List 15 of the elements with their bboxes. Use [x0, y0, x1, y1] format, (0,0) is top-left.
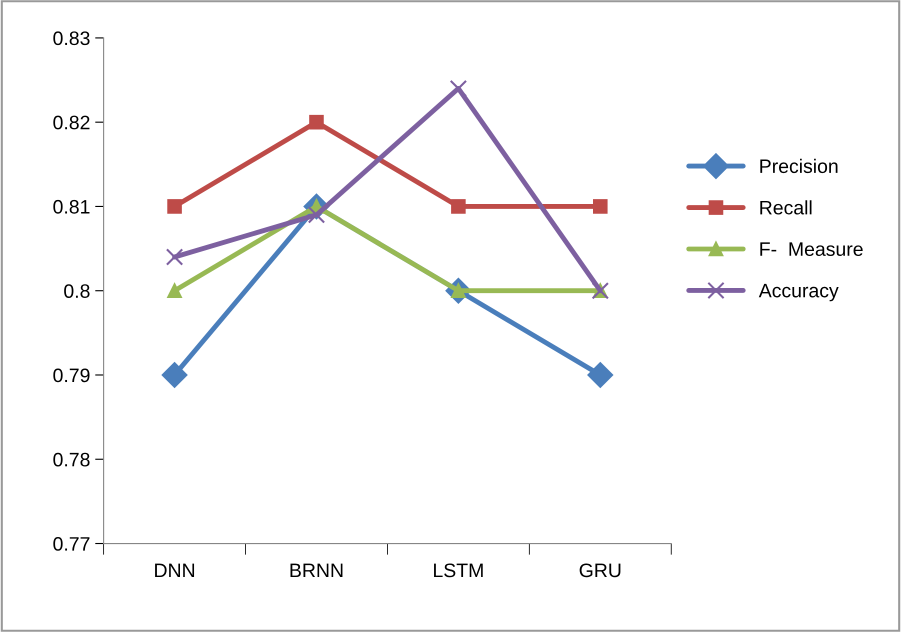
x-tick-label: DNN [155, 564, 194, 578]
y-tick-label: 0.83 [53, 31, 90, 46]
x-tick-label: GRU [580, 563, 620, 578]
y-tick-label: 0.82 [53, 116, 90, 130]
y-tick-label: 0.81 [53, 200, 90, 214]
legend-label: F- Measure [760, 242, 863, 256]
y-tick-label: 0.79 [53, 368, 90, 382]
legend-label: Accuracy [758, 284, 839, 302]
x-tick-label: BRNN [290, 564, 342, 578]
x-tick-label: LSTM [434, 563, 483, 578]
y-tick-label: 0.77 [53, 536, 90, 551]
legend-label: Precision [760, 158, 838, 174]
legend-label: Recall [760, 200, 812, 215]
y-tick-label: 0.8 [64, 284, 90, 298]
y-tick-label: 0.78 [53, 452, 90, 466]
